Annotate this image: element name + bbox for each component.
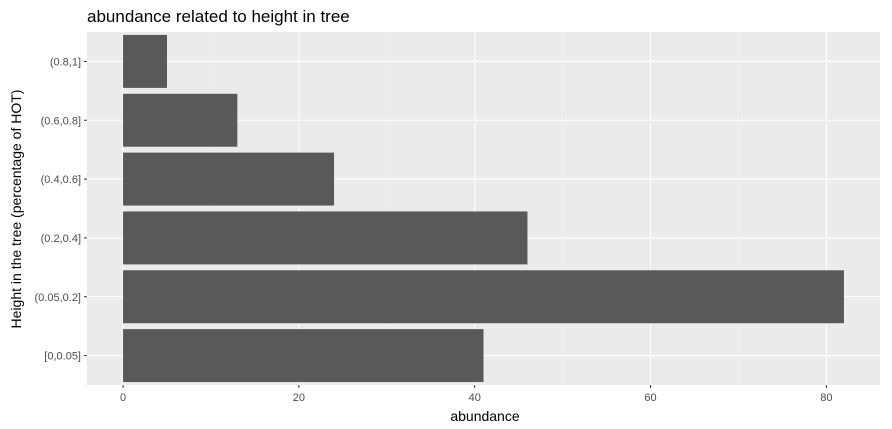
x-tick-label: 0 [120,392,126,404]
y-axis-title: Height in the tree (percentage of HOT) [8,90,24,329]
bar-(0.8,1] [123,34,168,88]
y-tick-label: [0,0.05] [44,351,81,363]
x-tick-label: 20 [293,392,305,404]
y-tick-label: (0.8,1] [50,56,81,68]
x-axis-title: abundance [450,408,520,424]
x-tick-label: 40 [469,392,481,404]
bar-(0.2,0.4] [123,211,528,265]
bar-(0.6,0.8] [123,93,238,147]
bar-[0,0.05] [123,329,484,383]
minor-gridlines [210,32,739,385]
y-tick-label: (0.6,0.8] [41,115,81,127]
y-tick-label: (0.05,0.2] [35,292,81,304]
bar-(0.4,0.6] [123,152,335,206]
chart-title: abundance related to height in tree [87,7,350,26]
bars-group [123,34,844,383]
x-axis: 0 20 40 60 80 [120,385,832,404]
bar-(0.05,0.2] [123,270,844,324]
y-axis: [0,0.05] (0.05,0.2] (0.2,0.4] (0.4,0.6] (0.6… [35,56,87,363]
y-tick-label: (0.4,0.6] [41,174,81,186]
x-tick-label: 60 [644,392,656,404]
x-tick-label: 80 [820,392,832,404]
y-tick-label: (0.2,0.4] [41,233,81,245]
plot-panel [87,32,880,385]
